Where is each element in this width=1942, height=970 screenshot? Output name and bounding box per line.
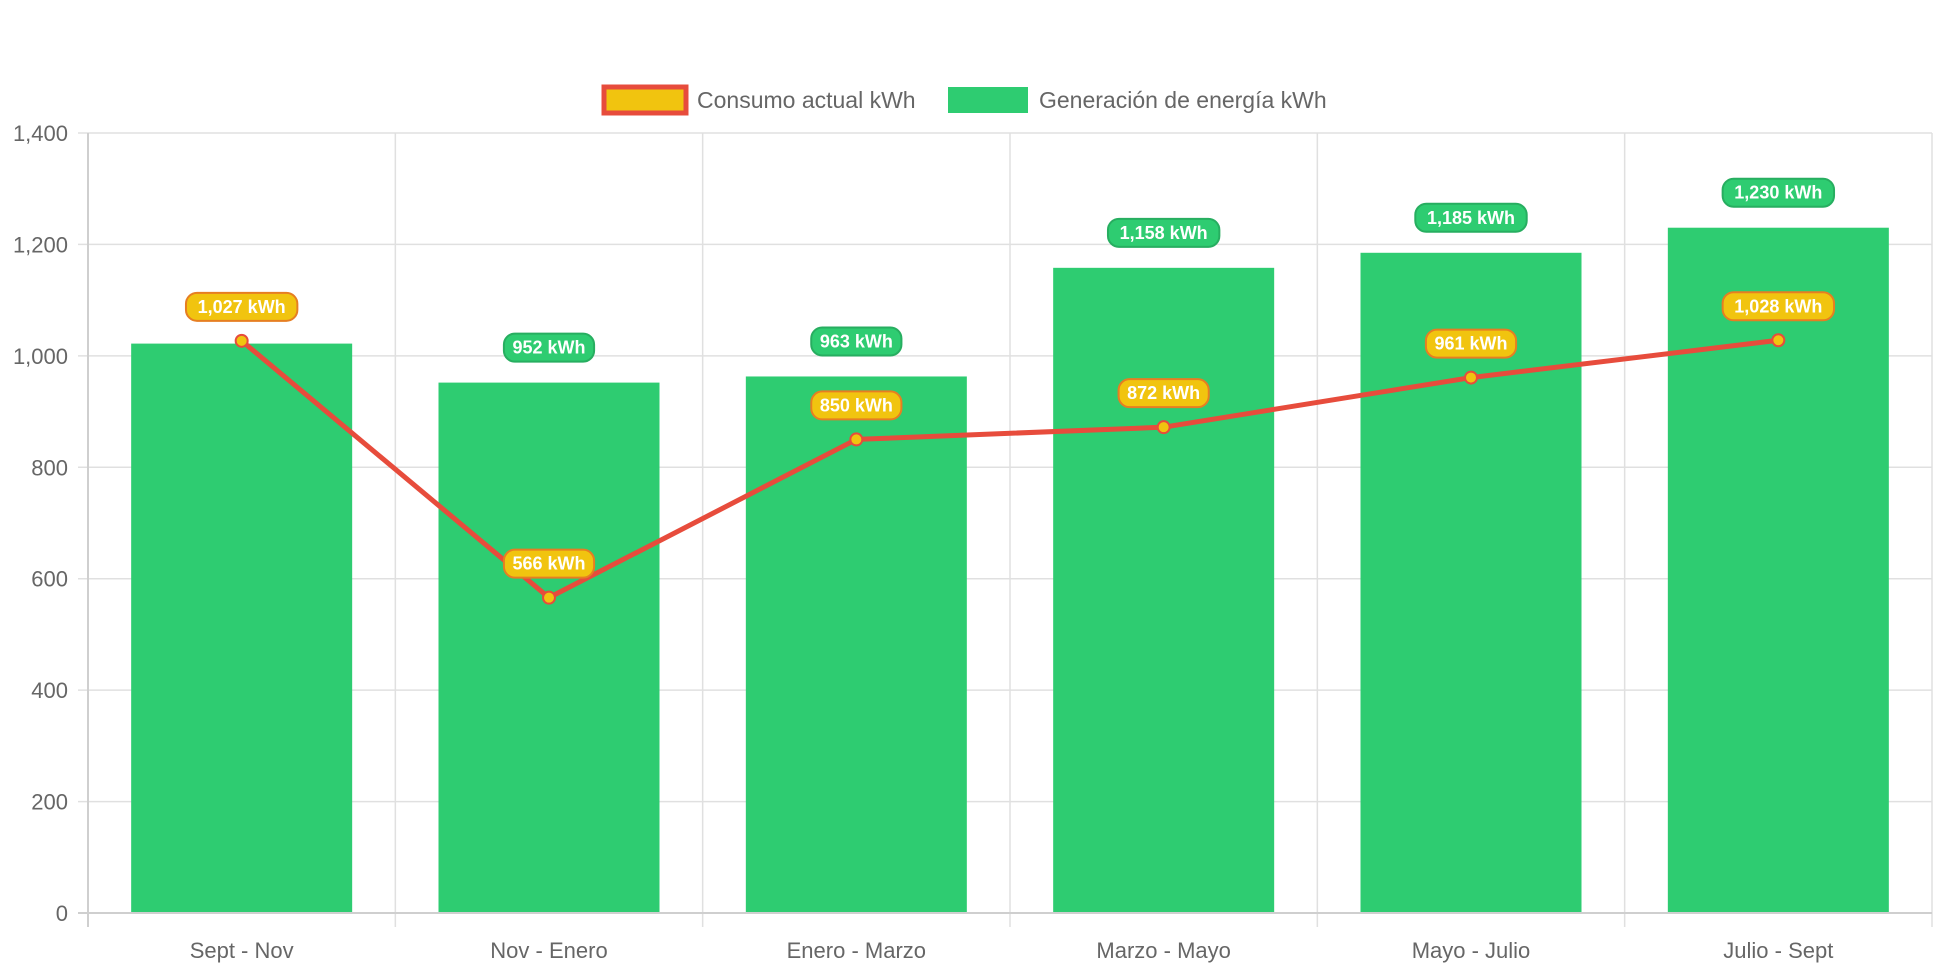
bar-data-label-box <box>810 326 903 357</box>
y-tick-label: 1,400 <box>13 121 68 146</box>
bar <box>438 382 660 914</box>
line-data-label: 850 kWh <box>820 395 893 415</box>
x-tick-label: Sept - Nov <box>190 938 294 963</box>
line-data-label-box <box>1424 328 1518 359</box>
chart-axes: 0 200 400 600 800 1,000 1,200 1,400 Sept - Nov No… <box>13 121 1932 963</box>
bar-data-label: 1,230 kWh <box>1734 183 1822 203</box>
x-tick-label: Julio - Sept <box>1723 938 1833 963</box>
bar-data-label-box <box>1414 202 1528 233</box>
bar-data-label: 963 kWh <box>820 331 893 351</box>
legend-label-consumo: Consumo actual kWh <box>697 87 916 113</box>
line-point <box>1771 333 1786 348</box>
y-tick-label: 600 <box>31 567 68 592</box>
y-tick-label: 200 <box>31 790 68 815</box>
line-point <box>234 333 249 348</box>
line-point <box>849 432 864 447</box>
bar <box>1360 252 1582 914</box>
y-tick-label: 800 <box>31 455 68 480</box>
line-data-label: 1,027 kWh <box>198 297 286 317</box>
chart-grid <box>78 132 1933 927</box>
bar-data-label: 1,185 kWh <box>1427 208 1515 228</box>
bar-data-label: 952 kWh <box>512 338 585 358</box>
line-data-label: 961 kWh <box>1434 334 1507 354</box>
line-data-label: 566 kWh <box>512 554 585 574</box>
bar-data-label: 1,158 kWh <box>1120 223 1208 243</box>
legend-swatch-consumo <box>601 84 689 116</box>
chart-legend: Consumo actual kWh Generación de energía … <box>601 84 1327 116</box>
bar <box>131 343 353 914</box>
line-series-path <box>240 337 1779 601</box>
legend-swatch-generacion <box>948 87 1028 113</box>
y-tick-label: 1,200 <box>13 232 68 257</box>
legend-label-generacion: Generación de energía kWh <box>1039 87 1327 113</box>
bar <box>1053 267 1275 913</box>
line-data-label-box <box>502 548 596 579</box>
line-data-label: 872 kWh <box>1127 383 1200 403</box>
x-tick-label: Enero - Marzo <box>787 938 926 963</box>
line-series <box>234 333 1786 605</box>
x-tick-label: Mayo - Julio <box>1412 938 1531 963</box>
y-tick-label: 400 <box>31 678 68 703</box>
bar <box>1667 227 1889 913</box>
bar-data-label-box <box>502 332 596 363</box>
line-data-label: 1,028 kWh <box>1734 296 1822 316</box>
line-data-label-box <box>184 291 299 322</box>
data-labels: 952 kWh 963 kWh 1,158 kWh 1,185 kWh 1,230 kW… <box>184 177 1836 579</box>
line-point <box>1464 370 1478 385</box>
bar-data-label-box <box>1721 177 1836 208</box>
line-point <box>542 590 556 605</box>
y-tick-label: 0 <box>56 901 68 926</box>
line-data-label-box <box>1721 291 1836 322</box>
y-tick-label: 1,000 <box>13 344 68 369</box>
x-tick-label: Nov - Enero <box>490 938 607 963</box>
x-tick-label: Marzo - Mayo <box>1096 938 1230 963</box>
line-data-label-box <box>810 390 903 421</box>
line-point <box>1156 420 1171 435</box>
bar-data-label-box <box>1106 217 1221 248</box>
bar <box>745 376 967 913</box>
line-data-label-box <box>1117 378 1210 409</box>
bar-series <box>131 227 1889 914</box>
